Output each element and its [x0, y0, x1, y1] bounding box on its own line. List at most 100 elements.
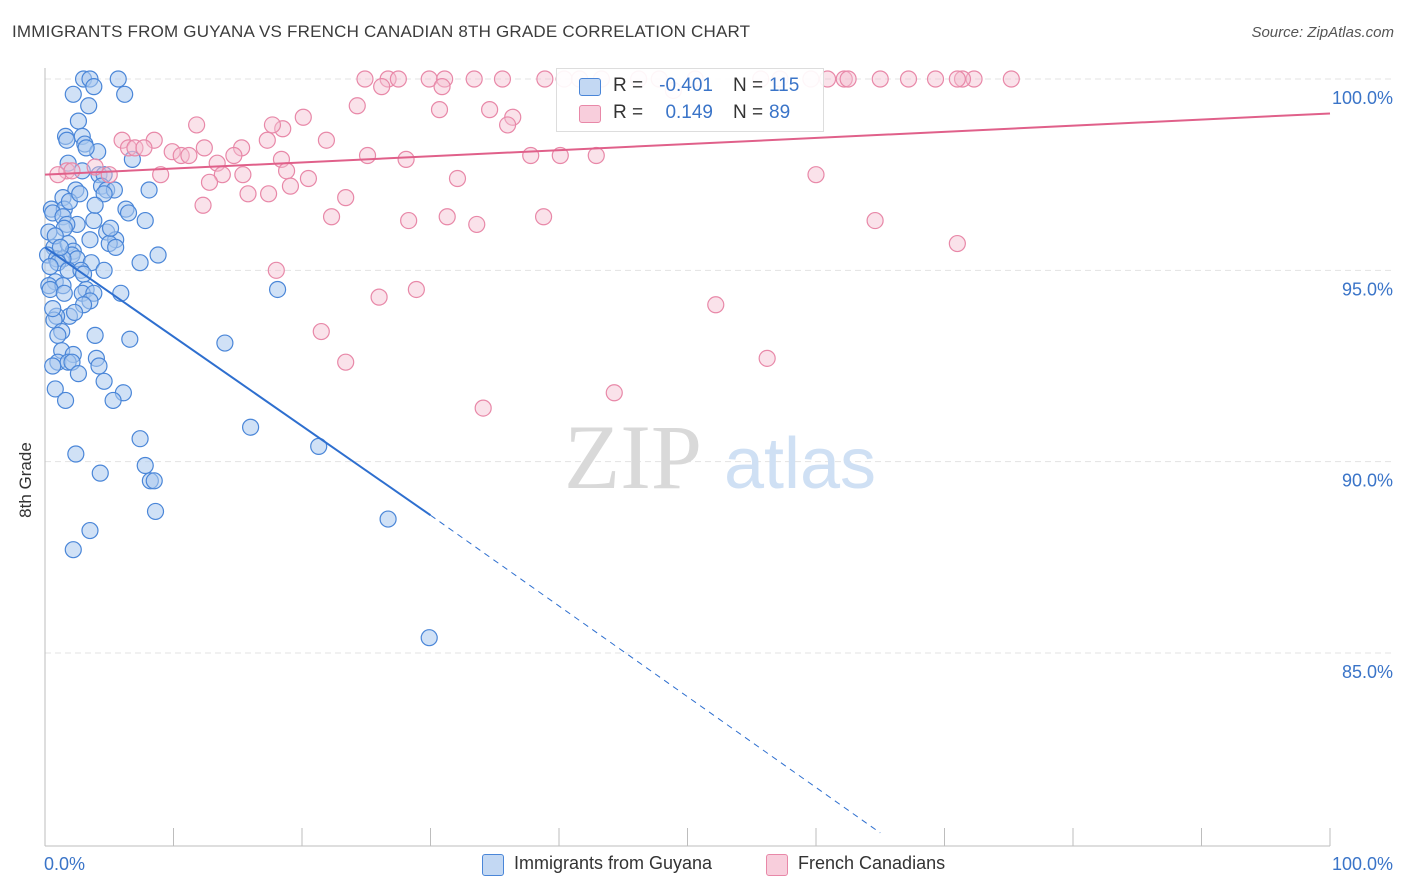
- guyana-point: [107, 238, 125, 256]
- guyana-point: [104, 391, 122, 410]
- n-label: N =: [733, 102, 764, 123]
- french-canadian-point: [433, 78, 451, 96]
- guyana-point: [85, 211, 103, 230]
- french-canadian-point: [294, 108, 312, 126]
- guyana-point: [41, 257, 59, 276]
- guyana-point: [91, 464, 109, 482]
- french-canadians-swatch: [579, 105, 601, 123]
- guyana-point: [140, 181, 158, 199]
- guyana-point: [136, 456, 154, 475]
- guyana-point: [65, 303, 84, 322]
- french-canadian-point: [152, 166, 170, 184]
- legend-label: French Canadians: [798, 853, 946, 873]
- french-canadian-point: [1002, 70, 1020, 88]
- french-canadian-point: [234, 166, 252, 184]
- guyana-point: [131, 430, 149, 448]
- y-tick-label: 100.0%: [1332, 88, 1393, 108]
- chart-title: IMMIGRANTS FROM GUYANA VS FRENCH CANADIA…: [12, 22, 751, 41]
- french-canadian-point: [397, 150, 415, 168]
- watermark-zip: ZIP: [564, 406, 702, 508]
- french-canadian-point: [926, 70, 945, 88]
- french-canadian-point: [493, 70, 512, 88]
- n-label: N =: [733, 75, 764, 96]
- trend-lines: [44, 112, 1331, 834]
- x-tick-label: 0.0%: [44, 854, 85, 874]
- french-canadian-point: [281, 177, 300, 195]
- n-value: 89: [769, 102, 791, 123]
- french-canadian-point: [337, 189, 355, 207]
- french-canadian-point: [274, 120, 292, 138]
- legend-label: Immigrants from Guyana: [514, 853, 713, 873]
- guyana-swatch: [579, 78, 601, 96]
- guyana-point: [116, 85, 134, 103]
- guyana-point: [149, 246, 167, 264]
- french-canadian-point: [258, 131, 276, 149]
- french-canadian-point: [499, 116, 517, 134]
- french-canadian-point: [448, 169, 467, 188]
- french-canadian-point: [356, 70, 374, 88]
- guyana-point: [51, 238, 70, 256]
- french-canadian-point: [465, 70, 483, 88]
- french-canadian-point: [135, 139, 153, 157]
- r-label: R =: [613, 102, 644, 123]
- french-canadian-point: [225, 146, 243, 165]
- guyana-point: [49, 326, 67, 344]
- r-label: R =: [613, 75, 644, 96]
- french-canadian-point: [438, 208, 456, 226]
- stats-row-french-canadians: R = 0.149 N = 89: [557, 100, 823, 128]
- french-canadian-point: [194, 196, 212, 214]
- french-canadian-point: [871, 70, 889, 88]
- guyana-point: [58, 131, 76, 149]
- series-french-canadians: [49, 70, 1020, 417]
- french-canadian-point: [430, 101, 449, 119]
- french-canadian-point: [195, 139, 213, 157]
- french-canadian-point: [163, 143, 181, 161]
- french-canadian-point: [337, 353, 355, 371]
- axes: [44, 68, 1331, 847]
- guyana-point: [216, 334, 234, 352]
- french-canadian-point: [200, 173, 219, 191]
- french-canadian-point: [267, 261, 285, 279]
- french-canadian-point: [312, 322, 330, 341]
- guyana-point: [46, 380, 64, 398]
- french-canadian-point: [587, 146, 605, 165]
- french-canadian-point: [866, 211, 884, 230]
- french-canadian-point: [277, 162, 296, 180]
- french-canadian-point: [835, 70, 853, 88]
- y-tick-label: 90.0%: [1342, 471, 1393, 491]
- y-tick-label: 95.0%: [1342, 279, 1393, 299]
- guyana-point: [67, 445, 85, 463]
- guyana-point: [81, 521, 99, 540]
- french-canadian-point: [348, 97, 366, 115]
- french-canadian-point: [948, 70, 966, 88]
- guyana-point: [69, 365, 88, 383]
- tick-labels: 85.0% 90.0% 95.0% 100.0% 0.0% 100.0%: [44, 88, 1393, 874]
- guyana-point: [80, 97, 98, 115]
- french-canadian-point: [188, 116, 206, 134]
- french-canadian-point: [180, 146, 198, 165]
- french-canadian-point: [953, 70, 972, 88]
- guyana-point: [420, 629, 438, 647]
- guyana-point: [146, 502, 165, 521]
- guyana-point: [95, 372, 113, 390]
- french-canadian-point: [126, 139, 144, 157]
- guyana-trend-extension: [430, 514, 881, 834]
- french-canadian-point: [400, 211, 418, 230]
- guyana-point: [77, 139, 95, 157]
- french-canadian-point: [317, 131, 336, 149]
- french-canadian-point: [299, 169, 318, 188]
- french-canadians-trend-line: [44, 112, 1331, 176]
- french-canadian-point: [468, 215, 486, 234]
- guyana-point: [131, 254, 149, 272]
- french-canadian-point: [551, 146, 569, 165]
- guyana-point: [86, 326, 104, 344]
- guyana-point: [71, 185, 89, 203]
- guyana-point: [44, 300, 62, 318]
- guyana-point: [64, 85, 82, 103]
- guyana-point: [242, 418, 260, 436]
- n-value: 115: [769, 75, 800, 96]
- french-canadian-point: [536, 70, 554, 88]
- guyana-point: [85, 78, 103, 96]
- guyana-point: [69, 112, 88, 130]
